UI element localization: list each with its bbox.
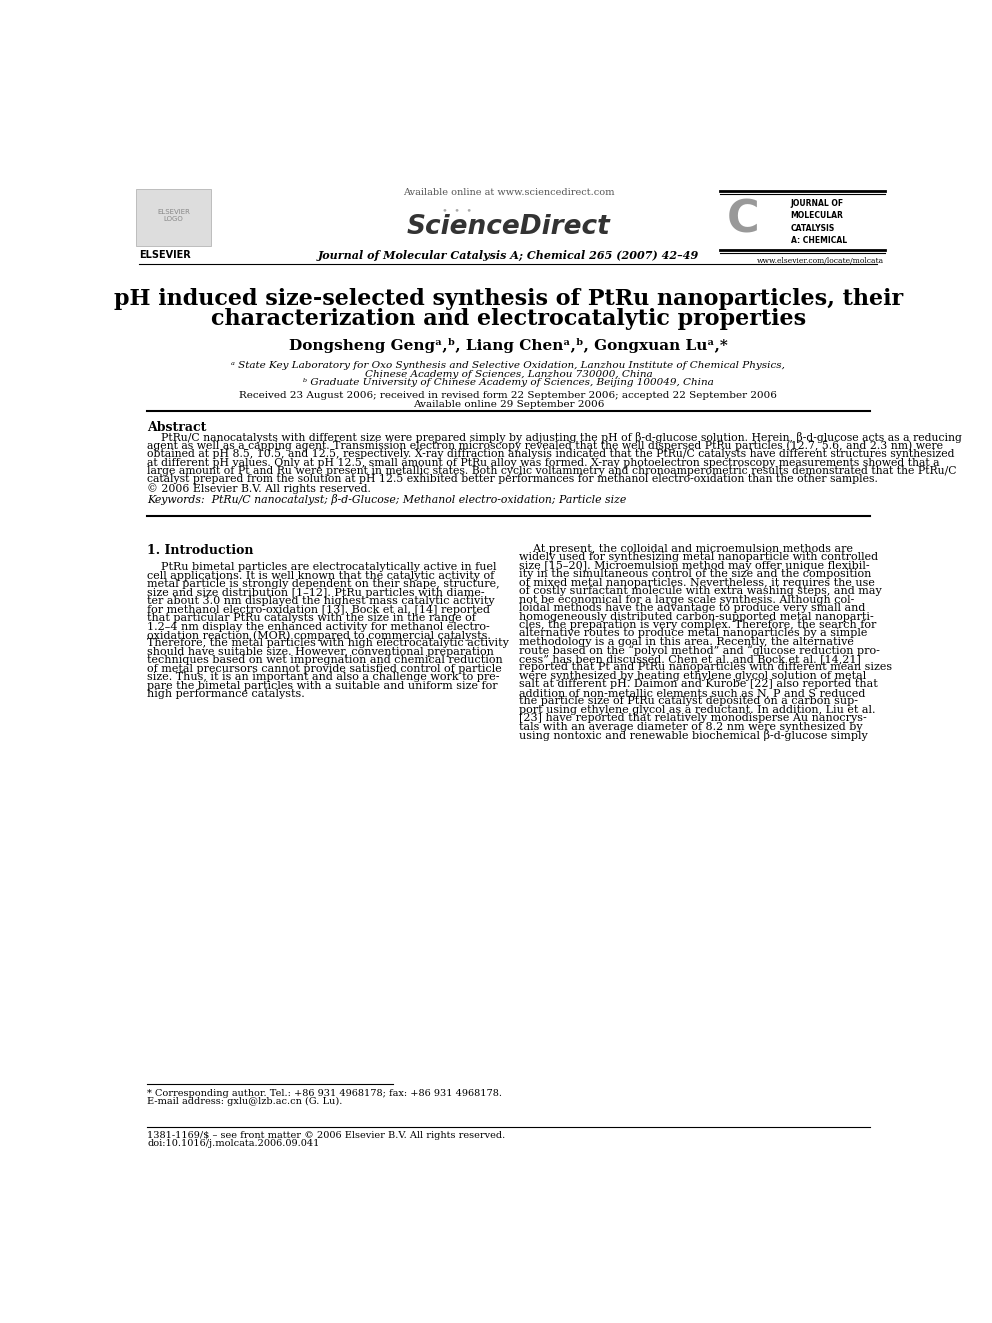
Text: •  •  •: • • • [442,206,472,216]
Text: salt at different pH. Daimon and Kurobe [22] also reported that: salt at different pH. Daimon and Kurobe … [519,679,878,689]
Text: homogeneously distributed carbon-supported metal nanoparti-: homogeneously distributed carbon-support… [519,611,874,622]
Text: route based on the “polyol method” and “glucose reduction pro-: route based on the “polyol method” and “… [519,646,880,656]
Text: Available online at www.sciencedirect.com: Available online at www.sciencedirect.co… [403,188,614,197]
Text: Available online 29 September 2006: Available online 29 September 2006 [413,400,604,409]
Text: cles, the preparation is very complex. Therefore, the search for: cles, the preparation is very complex. T… [519,620,877,630]
Text: 1. Introduction: 1. Introduction [147,544,254,557]
Text: Therefore, the metal particles with high electrocatalytic activity: Therefore, the metal particles with high… [147,639,509,648]
Text: loidal methods have the advantage to produce very small and: loidal methods have the advantage to pro… [519,603,866,613]
Text: ScienceDirect: ScienceDirect [407,214,610,241]
Text: www.elsevier.com/locate/molcata: www.elsevier.com/locate/molcata [756,257,884,266]
Text: techniques based on wet impregnation and chemical reduction: techniques based on wet impregnation and… [147,655,503,665]
Text: cess” has been discussed. Chen et al. and Bock et al. [14,21]: cess” has been discussed. Chen et al. an… [519,654,861,664]
Text: Chinese Academy of Sciences, Lanzhou 730000, China: Chinese Academy of Sciences, Lanzhou 730… [365,369,652,378]
Text: Received 23 August 2006; received in revised form 22 September 2006; accepted 22: Received 23 August 2006; received in rev… [239,392,778,401]
Text: ELSEVIER
LOGO: ELSEVIER LOGO [157,209,190,222]
Text: E-mail address: gxlu@lzb.ac.cn (G. Lu).: E-mail address: gxlu@lzb.ac.cn (G. Lu). [147,1097,342,1106]
Text: doi:10.1016/j.molcata.2006.09.041: doi:10.1016/j.molcata.2006.09.041 [147,1139,319,1148]
Text: for methanol electro-oxidation [13]. Bock et al. [14] reported: for methanol electro-oxidation [13]. Boc… [147,605,490,615]
Text: Abstract: Abstract [147,421,206,434]
Text: at different pH values. Only at pH 12.5, small amount of PtRu alloy was formed. : at different pH values. Only at pH 12.5,… [147,458,939,467]
Text: At present, the colloidal and microemulsion methods are: At present, the colloidal and microemuls… [519,544,853,554]
Text: size and size distribution [1–12]. PtRu particles with diame-: size and size distribution [1–12]. PtRu … [147,587,485,598]
Text: of metal precursors cannot provide satisfied control of particle: of metal precursors cannot provide satis… [147,664,502,673]
Text: Keywords:  PtRu/C nanocatalyst; β-d-Glucose; Methanol electro-oxidation; Particl: Keywords: PtRu/C nanocatalyst; β-d-Gluco… [147,493,627,504]
Text: size [15–20]. Microemulsion method may offer unique flexibil-: size [15–20]. Microemulsion method may o… [519,561,870,570]
Text: addition of non-metallic elements such as N, P and S reduced: addition of non-metallic elements such a… [519,688,866,697]
Bar [136,189,211,246]
Text: methodology is a goal in this area. Recently, the alternative: methodology is a goal in this area. Rece… [519,636,854,647]
Text: JOURNAL OF
MOLECULAR
CATALYSIS
A: CHEMICAL: JOURNAL OF MOLECULAR CATALYSIS A: CHEMIC… [791,198,846,245]
Text: ELSEVIER: ELSEVIER [140,250,191,259]
Text: tals with an average diameter of 8.2 nm were synthesized by: tals with an average diameter of 8.2 nm … [519,721,863,732]
Text: cell applications. It is well known that the catalytic activity of: cell applications. It is well known that… [147,570,494,581]
Text: of mixed metal nanoparticles. Nevertheless, it requires the use: of mixed metal nanoparticles. Neverthele… [519,578,875,587]
Text: agent as well as a capping agent. Transmission electron microscopy revealed that: agent as well as a capping agent. Transm… [147,441,943,451]
Text: metal particle is strongly dependent on their shape, structure,: metal particle is strongly dependent on … [147,579,500,589]
Text: large amount of Pt and Ru were present in metallic states. Both cyclic voltammet: large amount of Pt and Ru were present i… [147,466,956,476]
Text: ter about 3.0 nm displayed the highest mass catalytic activity: ter about 3.0 nm displayed the highest m… [147,597,495,606]
Text: characterization and electrocatalytic properties: characterization and electrocatalytic pr… [211,308,806,331]
Text: © 2006 Elsevier B.V. All rights reserved.: © 2006 Elsevier B.V. All rights reserved… [147,483,371,493]
Text: of costly surfactant molecule with extra washing steps, and may: of costly surfactant molecule with extra… [519,586,882,597]
Text: [23] have reported that relatively monodisperse Au nanocrys-: [23] have reported that relatively monod… [519,713,867,724]
Text: 1381-1169/$ – see front matter © 2006 Elsevier B.V. All rights reserved.: 1381-1169/$ – see front matter © 2006 El… [147,1131,506,1140]
Text: widely used for synthesizing metal nanoparticle with controlled: widely used for synthesizing metal nanop… [519,552,878,562]
Text: the particle size of PtRu catalyst deposited on a carbon sup-: the particle size of PtRu catalyst depos… [519,696,858,706]
Text: obtained at pH 8.5, 10.5, and 12.5, respectively. X-ray diffraction analysis ind: obtained at pH 8.5, 10.5, and 12.5, resp… [147,448,954,459]
Text: PtRu/C nanocatalysts with different size were prepared simply by adjusting the p: PtRu/C nanocatalysts with different size… [147,433,962,443]
Text: 1.2–4 nm display the enhanced activity for methanol electro-: 1.2–4 nm display the enhanced activity f… [147,622,490,631]
Text: that particular PtRu catalysts with the size in the range of: that particular PtRu catalysts with the … [147,613,476,623]
Text: not be economical for a large scale synthesis. Although col-: not be economical for a large scale synt… [519,594,855,605]
Text: catalyst prepared from the solution at pH 12.5 exhibited better performances for: catalyst prepared from the solution at p… [147,475,878,484]
Text: ᵃ State Key Laboratory for Oxo Synthesis and Selective Oxidation, Lanzhou Instit: ᵃ State Key Laboratory for Oxo Synthesis… [231,361,786,370]
Text: reported that Pt and PtRu nanoparticles with different mean sizes: reported that Pt and PtRu nanoparticles … [519,663,893,672]
Text: Dongsheng Gengᵃ,ᵇ, Liang Chenᵃ,ᵇ, Gongxuan Luᵃ,*: Dongsheng Gengᵃ,ᵇ, Liang Chenᵃ,ᵇ, Gongxu… [289,339,728,353]
Text: should have suitable size. However, conventional preparation: should have suitable size. However, conv… [147,647,494,658]
Text: size. Thus, it is an important and also a challenge work to pre-: size. Thus, it is an important and also … [147,672,500,683]
Text: using nontoxic and renewable biochemical β-d-glucose simply: using nontoxic and renewable biochemical… [519,730,868,741]
Text: pH induced size-selected synthesis of PtRu nanoparticles, their: pH induced size-selected synthesis of Pt… [114,288,903,310]
Text: C: C [727,198,760,242]
Text: were synthesized by heating ethylene glycol solution of metal: were synthesized by heating ethylene gly… [519,671,866,681]
Text: high performance catalysts.: high performance catalysts. [147,689,305,700]
Text: alternative routes to produce metal nanoparticles by a simple: alternative routes to produce metal nano… [519,628,868,639]
Text: ᵇ Graduate University of Chinese Academy of Sciences, Beijing 100049, China: ᵇ Graduate University of Chinese Academy… [303,378,714,388]
Text: * Corresponding author. Tel.: +86 931 4968178; fax: +86 931 4968178.: * Corresponding author. Tel.: +86 931 49… [147,1089,502,1098]
Text: Journal of Molecular Catalysis A; Chemical 265 (2007) 42–49: Journal of Molecular Catalysis A; Chemic… [317,250,699,261]
Text: PtRu bimetal particles are electrocatalytically active in fuel: PtRu bimetal particles are electrocataly… [147,562,497,573]
Text: ity in the simultaneous control of the size and the composition: ity in the simultaneous control of the s… [519,569,872,579]
Text: oxidation reaction (MOR) compared to commercial catalysts.: oxidation reaction (MOR) compared to com… [147,630,491,640]
Text: pare the bimetal particles with a suitable and uniform size for: pare the bimetal particles with a suitab… [147,681,498,691]
Text: port using ethylene glycol as a reductant. In addition, Liu et al.: port using ethylene glycol as a reductan… [519,705,876,714]
